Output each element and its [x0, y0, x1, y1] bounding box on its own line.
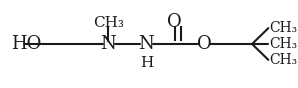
- Text: O: O: [197, 35, 212, 53]
- Text: N: N: [100, 35, 116, 53]
- Text: CH₃: CH₃: [270, 37, 298, 51]
- Text: N: N: [139, 35, 154, 53]
- Text: O: O: [167, 13, 182, 31]
- Text: CH₃: CH₃: [270, 53, 298, 67]
- Text: H: H: [140, 56, 153, 70]
- Text: CH₃: CH₃: [93, 16, 124, 30]
- Text: HO: HO: [11, 35, 41, 53]
- Text: CH₃: CH₃: [270, 21, 298, 35]
